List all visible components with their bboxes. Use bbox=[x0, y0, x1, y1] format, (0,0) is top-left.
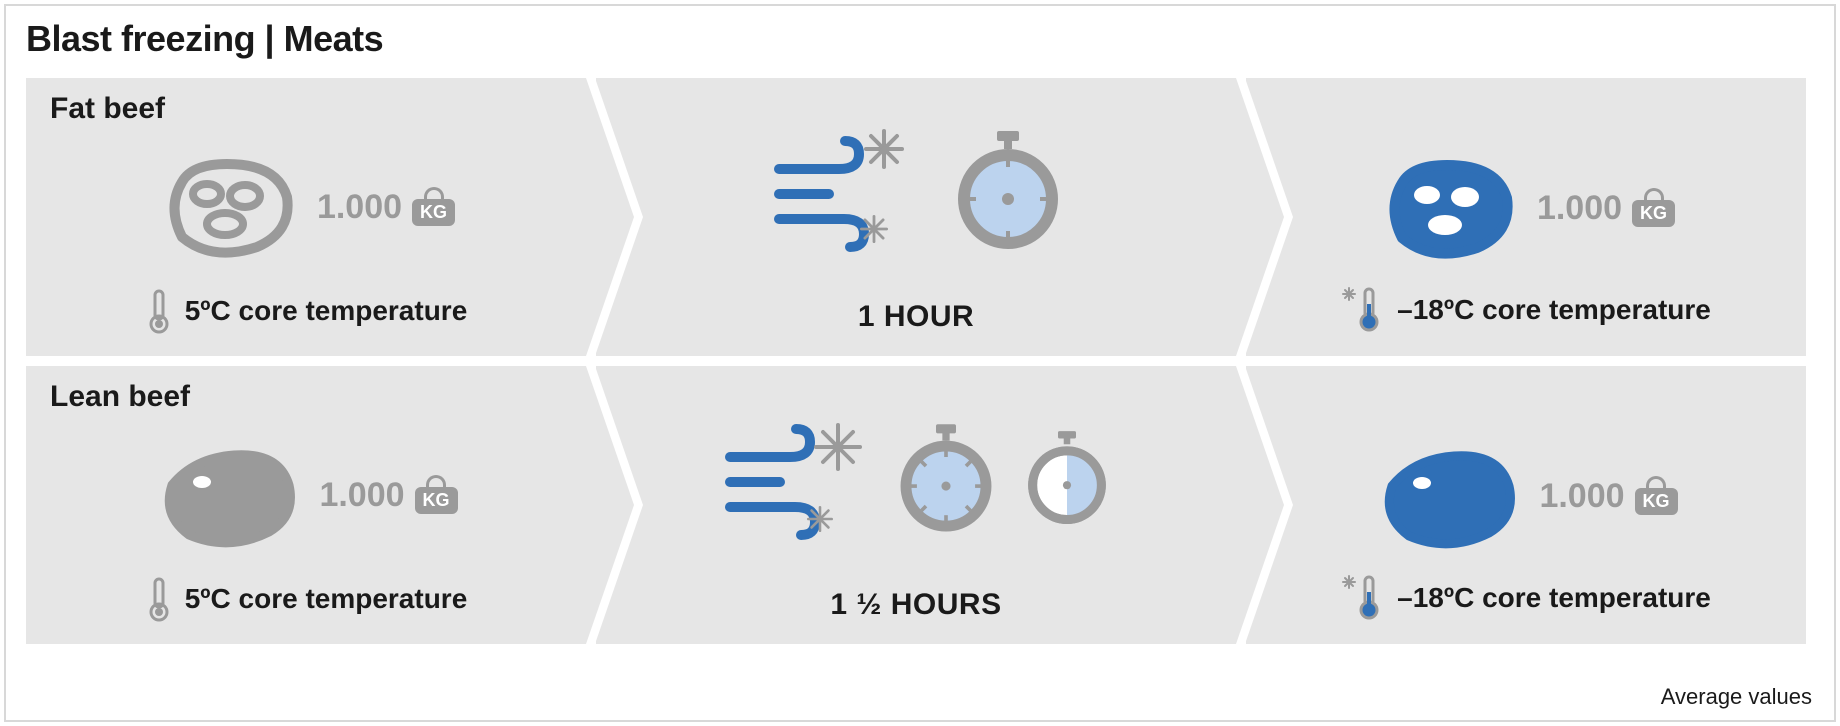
weight-block-end: 1.000 KG bbox=[1539, 477, 1677, 516]
page-title: Blast freezing | Meats bbox=[26, 18, 1814, 60]
start-temp-text: 5ºC core temperature bbox=[185, 295, 468, 327]
thermometer-icon bbox=[145, 576, 173, 622]
kg-badge-end: KG bbox=[1632, 200, 1675, 227]
kg-badge: KG bbox=[412, 199, 455, 226]
meat-icon bbox=[157, 152, 297, 262]
mid-body bbox=[596, 366, 1236, 588]
wind-snow-icon bbox=[720, 407, 870, 547]
start-body: 1.000 KG bbox=[26, 126, 586, 288]
row-lean-beef: Lean beef 1.000 KG bbox=[26, 366, 1814, 644]
thermometer-cold-icon bbox=[1341, 286, 1385, 334]
thermometer-cold-icon bbox=[1341, 574, 1385, 622]
meat-frozen-icon bbox=[1374, 441, 1519, 551]
duration-text: 1 HOUR bbox=[596, 300, 1236, 356]
end-temp-text: –18ºC core temperature bbox=[1397, 582, 1711, 614]
end-body: 1.000 KG bbox=[1246, 130, 1806, 286]
meat-name: Fat beef bbox=[26, 78, 586, 126]
stopwatch-icon bbox=[953, 129, 1063, 249]
mid-body bbox=[596, 78, 1236, 300]
weight-value: 1.000 bbox=[319, 476, 404, 515]
stopwatch-icon bbox=[896, 422, 996, 532]
kg-badge-end: KG bbox=[1635, 488, 1678, 515]
thermometer-icon bbox=[145, 288, 173, 334]
cell-start: Fat beef 1.000 KG bbox=[26, 78, 586, 356]
meat-name: Lean beef bbox=[26, 366, 586, 414]
end-temp-line: –18ºC core temperature bbox=[1246, 286, 1806, 356]
cell-start: Lean beef 1.000 KG bbox=[26, 366, 586, 644]
weight-block: 1.000 KG bbox=[317, 188, 455, 227]
weight-block: 1.000 KG bbox=[319, 476, 457, 515]
duration-text: 1 ½ HOURS bbox=[596, 588, 1236, 644]
footnote: Average values bbox=[1661, 684, 1812, 710]
start-temp-line: 5ºC core temperature bbox=[26, 576, 586, 644]
end-body: 1.000 KG bbox=[1246, 418, 1806, 574]
start-temp-line: 5ºC core temperature bbox=[26, 288, 586, 356]
weight-value: 1.000 bbox=[317, 188, 402, 227]
cell-end: 1.000 KG –18ºC core temperature bbox=[1246, 366, 1806, 644]
start-body: 1.000 KG bbox=[26, 414, 586, 576]
wind-snow-icon bbox=[769, 119, 919, 259]
end-temp-text: –18ºC core temperature bbox=[1397, 294, 1711, 326]
weight-block-end: 1.000 KG bbox=[1537, 189, 1675, 228]
cell-end: 1.000 KG –18ºC core temperature bbox=[1246, 78, 1806, 356]
weight-value-end: 1.000 bbox=[1539, 477, 1624, 516]
infographic-frame: Blast freezing | Meats Fat beef 1.000 KG bbox=[4, 4, 1836, 722]
end-temp-line: –18ºC core temperature bbox=[1246, 574, 1806, 644]
row-fat-beef: Fat beef 1.000 KG bbox=[26, 78, 1814, 356]
meat-icon bbox=[154, 440, 299, 550]
cell-mid: 1 HOUR bbox=[596, 78, 1236, 356]
cell-mid: 1 ½ HOURS bbox=[596, 366, 1236, 644]
rows-container: Fat beef 1.000 KG bbox=[26, 78, 1814, 644]
meat-frozen-icon bbox=[1377, 153, 1517, 263]
start-temp-text: 5ºC core temperature bbox=[185, 583, 468, 615]
weight-value-end: 1.000 bbox=[1537, 189, 1622, 228]
stopwatch-half-icon bbox=[1022, 427, 1112, 527]
kg-badge: KG bbox=[415, 487, 458, 514]
